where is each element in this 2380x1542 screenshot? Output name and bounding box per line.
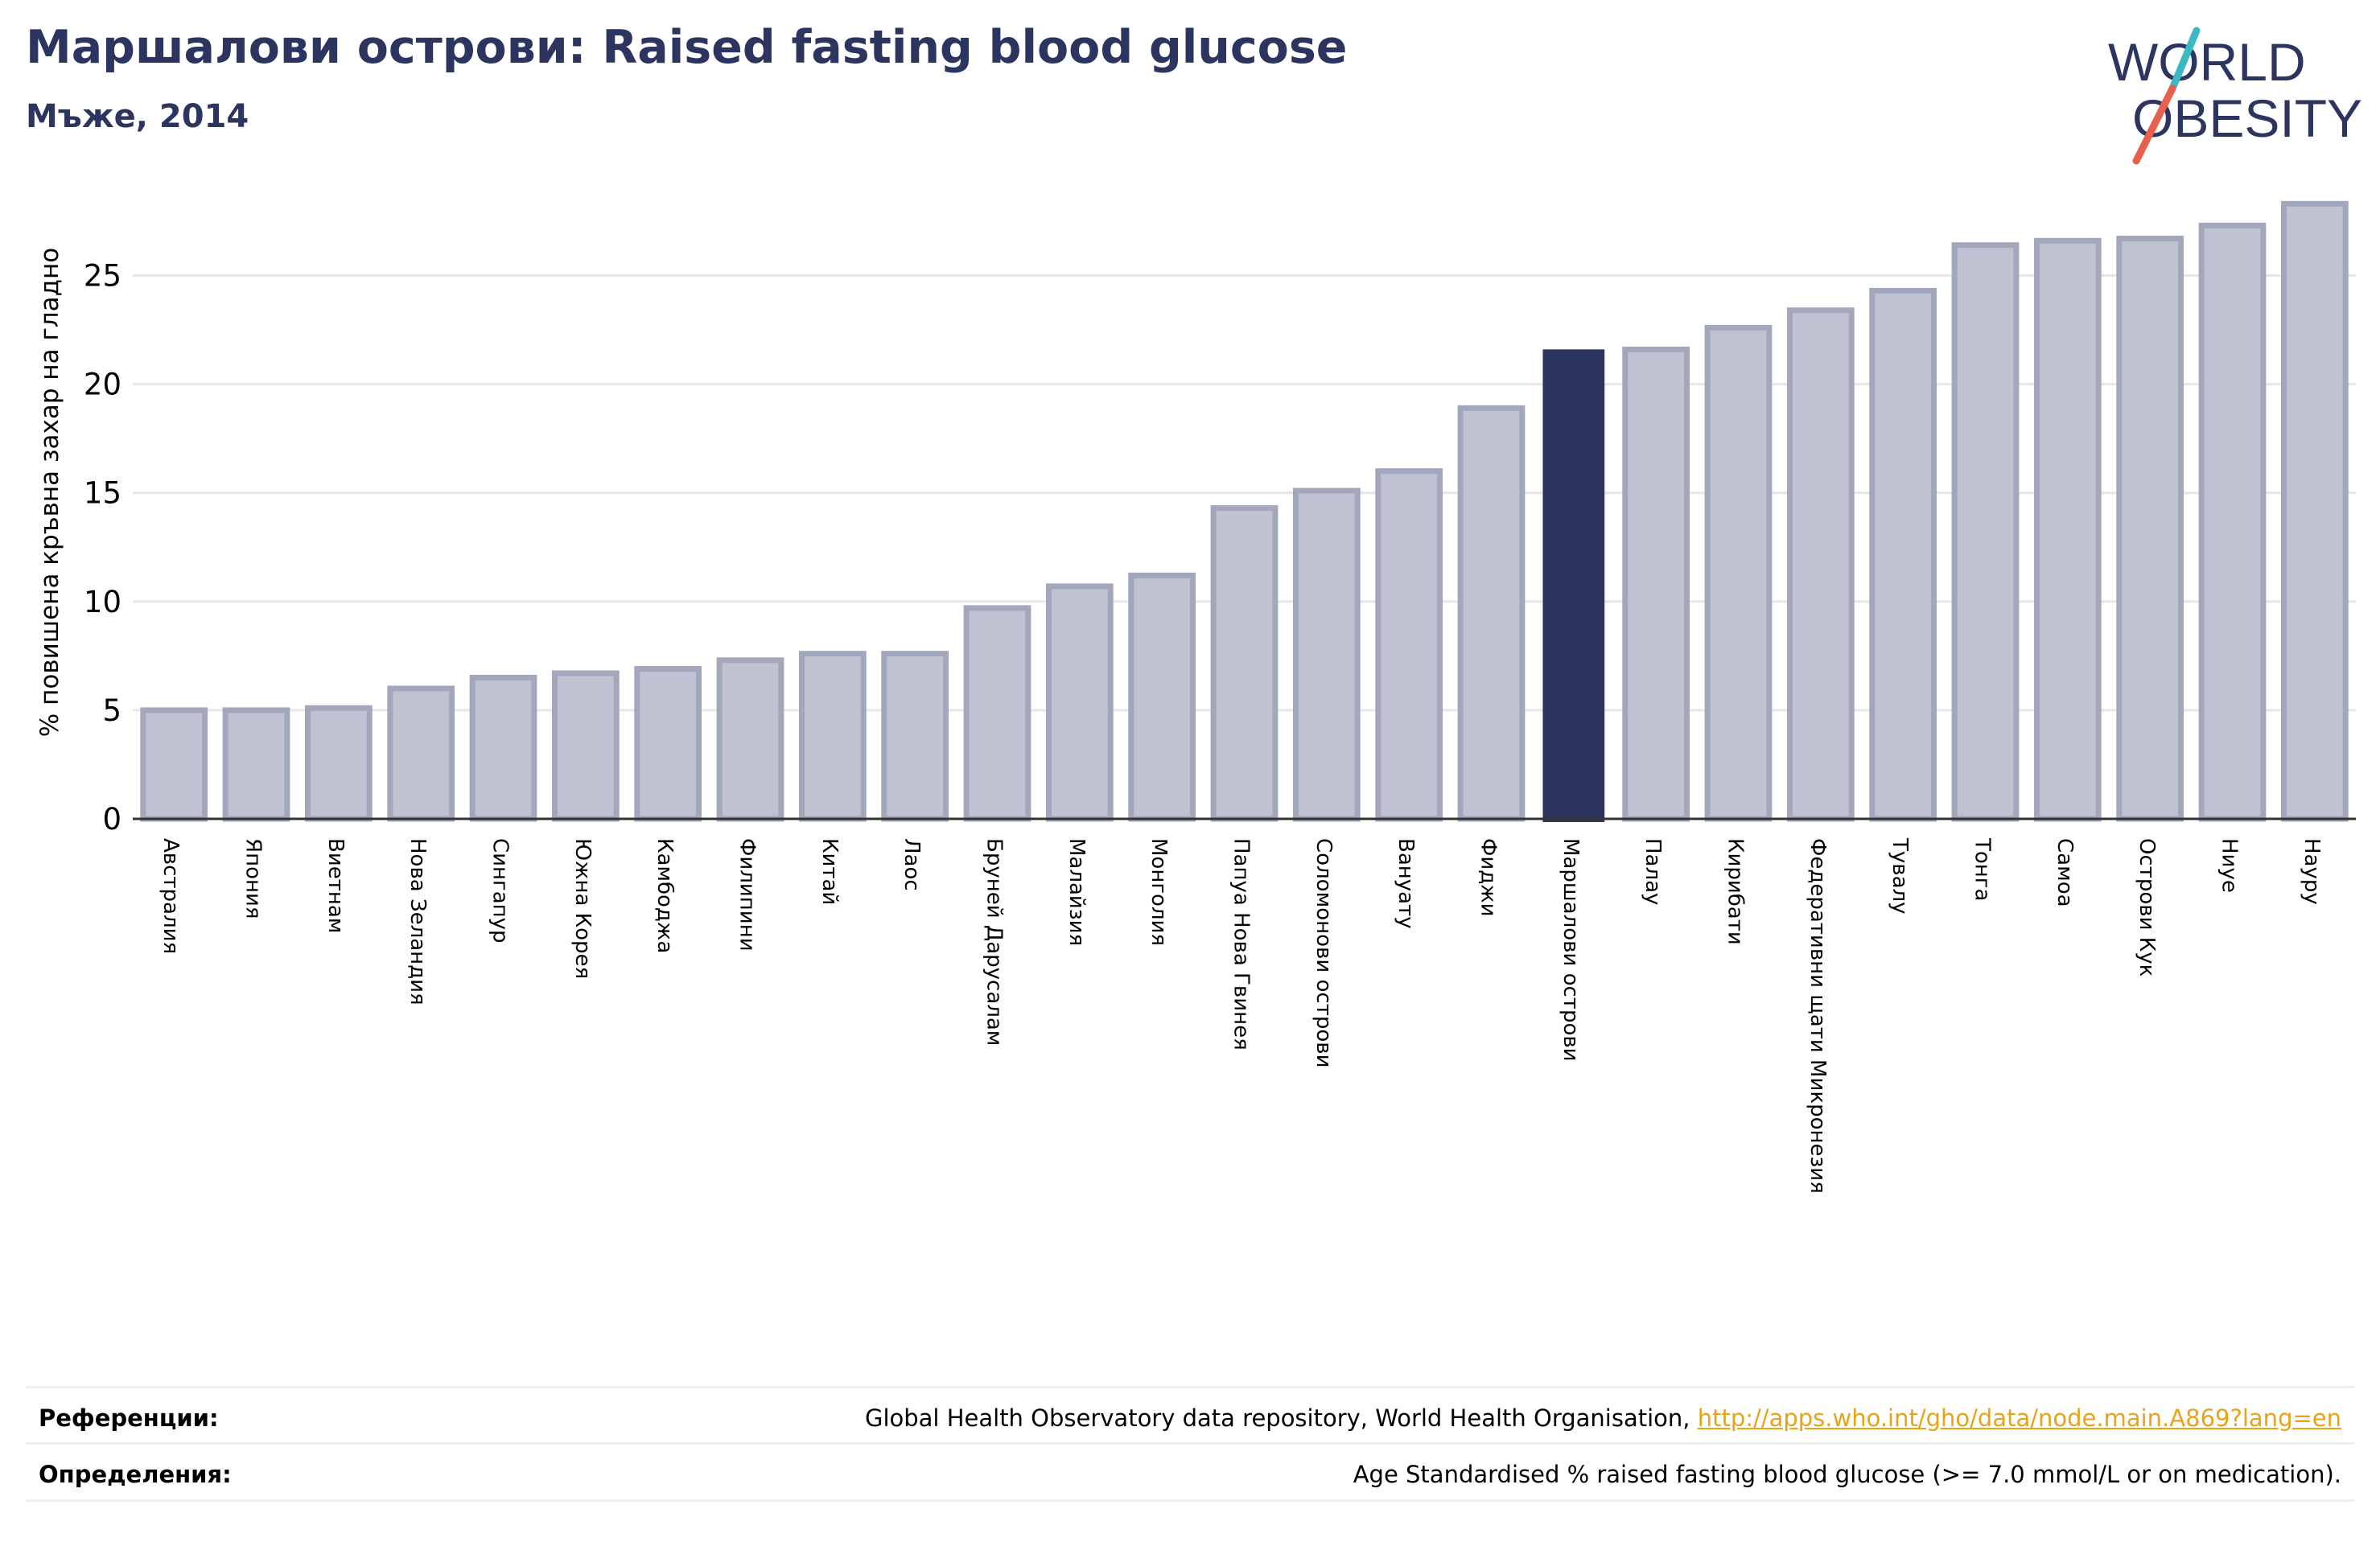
logo-text-world: WORLD <box>2108 32 2306 92</box>
definitions-row: Определения: Age Standardised % raised f… <box>26 1442 2354 1501</box>
bar <box>551 670 620 822</box>
x-tick-label: Палау <box>1641 838 1665 905</box>
references-label: Референции: <box>39 1404 219 1432</box>
x-tick-label: Ниуе <box>2217 838 2242 893</box>
x-tick-label: Папуа Нова Гвинея <box>1229 838 1254 1051</box>
y-axis-label: % повишена кръвна захар на гладно <box>35 248 64 737</box>
category-labels: Австралия Япония Виетнам Нова Зеландия Синга… <box>159 837 2324 1194</box>
x-tick-label: Нова Зеландия <box>406 838 430 1005</box>
page-subtitle: Мъже, 2014 <box>26 98 249 135</box>
x-tick-label: Кирибати <box>1723 838 1748 945</box>
y-tick-label: 20 <box>84 368 121 402</box>
definitions-text: Age Standardised % raised fasting blood … <box>1353 1461 2341 1488</box>
x-tick-label: Филипини <box>735 838 760 952</box>
bar <box>387 685 455 822</box>
x-tick-label: Виетнам <box>323 838 348 933</box>
x-tick-label: Науру <box>2300 838 2324 905</box>
bar <box>634 666 702 822</box>
bar <box>1128 572 1196 822</box>
bar <box>1045 583 1114 822</box>
x-tick-label: Камбоджа <box>653 838 677 953</box>
page-title: Маршалови острови: Raised fasting blood … <box>26 21 1348 74</box>
bar <box>881 651 949 822</box>
x-tick-label: Австралия <box>159 838 183 954</box>
bar <box>1951 242 2020 822</box>
references-row: Референции: Global Health Observatory da… <box>26 1386 2354 1445</box>
bar <box>469 674 537 822</box>
logo-slash-top <box>2168 27 2201 93</box>
x-tick-label: Тонга <box>1970 837 1995 901</box>
y-tick-label: 5 <box>102 693 121 728</box>
x-tick-label: Соломонови острови <box>1311 838 1336 1067</box>
x-tick-label: Острови Кук <box>2135 838 2159 977</box>
y-tick-label: 25 <box>84 259 121 294</box>
definitions-label: Определения: <box>39 1461 232 1488</box>
bar <box>1375 468 1443 822</box>
bar <box>222 707 290 822</box>
bar <box>1622 346 1690 822</box>
y-tick-label: 15 <box>84 476 121 511</box>
world-obesity-logo: WORLD OBESITY <box>2108 27 2362 165</box>
x-tick-label: Федеративни щати Микронезия <box>1806 838 1830 1194</box>
bar <box>1457 405 1526 822</box>
bar <box>1869 287 1937 822</box>
bar <box>716 657 784 822</box>
bar <box>2033 237 2102 822</box>
x-tick-label: Сингапур <box>488 838 513 944</box>
bar <box>1210 505 1279 822</box>
bar <box>2116 236 2184 822</box>
bar <box>1292 487 1361 822</box>
axes: 0 5 10 15 20 25 <box>84 259 2356 837</box>
references-text: Global Health Observatory data repositor… <box>864 1404 1690 1432</box>
x-tick-label: Лаос <box>900 838 924 891</box>
x-tick-label: Южна Корея <box>570 838 595 979</box>
x-tick-label: Тувалу <box>1888 837 1912 915</box>
x-tick-label: Маршалови острови <box>1559 838 1583 1062</box>
x-tick-label: Фиджи <box>1476 838 1501 917</box>
bar <box>304 705 373 822</box>
x-tick-label: Малайзия <box>1064 838 1089 946</box>
bar <box>2198 222 2267 822</box>
bar-chart: 0 5 10 15 20 25 Австралия Япония Виетнам Нова Зе… <box>35 200 2356 1194</box>
bar-highlighted <box>1542 349 1605 822</box>
x-tick-label: Бруней Дарусалам <box>982 838 1007 1046</box>
bar <box>2280 200 2349 822</box>
x-tick-label: Монголия <box>1147 838 1171 946</box>
references-value: Global Health Observatory data repositor… <box>865 1404 2341 1432</box>
bar <box>798 651 867 822</box>
bar <box>1786 307 1855 822</box>
logo-slash-bottom <box>2132 84 2176 165</box>
bar <box>963 605 1031 822</box>
y-tick-label: 0 <box>102 802 121 837</box>
references-bottom-divider <box>26 1499 2354 1502</box>
bar <box>140 707 208 822</box>
x-tick-label: Япония <box>241 838 266 919</box>
y-tick-label: 10 <box>84 585 121 619</box>
references-link[interactable]: http://apps.who.int/gho/data/node.main.A… <box>1697 1404 2341 1432</box>
x-tick-label: Вануату <box>1394 838 1418 929</box>
x-tick-label: Китай <box>817 838 842 905</box>
x-tick-label: Самоа <box>2053 838 2077 907</box>
bar <box>1704 324 1773 822</box>
bars <box>140 200 2349 822</box>
